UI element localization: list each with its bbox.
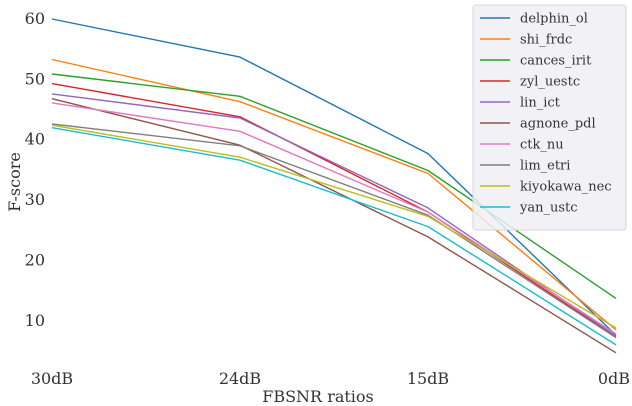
series-line-agnone_pdl (51, 98, 617, 354)
series-line-cances_irit (51, 73, 617, 299)
y-tick-labels: 10 20 30 40 50 60 (25, 9, 45, 330)
legend-label: cances_irit (520, 54, 592, 69)
series-line-ctk_nu (51, 102, 617, 335)
legend-label: ctk_nu (520, 138, 564, 153)
legend-label: lin_ict (520, 96, 561, 111)
y-axis-label: F-score (5, 152, 24, 212)
legend-label: kiyokawa_nec (520, 180, 612, 195)
x-tick-label: 24dB (219, 369, 261, 388)
y-tick-label: 20 (25, 250, 45, 269)
series-line-delphin_ol (51, 18, 617, 336)
legend-item: yan_ustc (480, 201, 578, 216)
legend-item: lim_etri (480, 159, 570, 174)
y-tick-label: 50 (25, 69, 45, 88)
series-line-kiyokawa_nec (51, 124, 617, 329)
series-lines (51, 18, 617, 354)
legend-label: lim_etri (520, 159, 570, 174)
series-line-lim_etri (51, 123, 617, 339)
y-tick-label: 40 (25, 130, 45, 149)
x-axis-label: FBSNR ratios (262, 387, 374, 406)
x-tick-label: 0dB (598, 369, 630, 388)
legend-item: kiyokawa_nec (480, 180, 612, 195)
legend: delphin_ol shi_frdc cances_irit zyl_uestcli… (472, 4, 627, 231)
legend-box (472, 4, 627, 231)
series-line-yan_ustc (51, 127, 617, 346)
legend-label: shi_frdc (520, 33, 572, 48)
legend-label: delphin_ol (520, 12, 588, 27)
legend-label: agnone_pdl (520, 117, 596, 132)
legend-label: yan_ustc (519, 201, 578, 216)
legend-item: zyl_uestc (480, 75, 580, 90)
legend-item: ctk_nu (480, 138, 564, 153)
legend-items: delphin_ol shi_frdc cances_irit zyl_uestcli… (480, 12, 612, 216)
x-tick-labels: 30dB 24dB 15dB 0dB (31, 369, 630, 388)
y-tick-label: 60 (25, 9, 45, 28)
legend-label: zyl_uestc (520, 75, 580, 90)
legend-item: agnone_pdl (480, 117, 596, 132)
y-tick-label: 10 (25, 311, 45, 330)
y-tick-label: 30 (25, 190, 45, 209)
series-line-zyl_uestc (51, 82, 617, 338)
x-tick-label: 30dB (31, 369, 73, 388)
legend-item: lin_ict (480, 96, 561, 111)
series-line-shi_frdc (51, 58, 617, 331)
legend-item: shi_frdc (480, 33, 572, 48)
legend-item: delphin_ol (480, 12, 588, 27)
x-tick-label: 15dB (407, 369, 449, 388)
legend-item: cances_irit (480, 54, 592, 69)
